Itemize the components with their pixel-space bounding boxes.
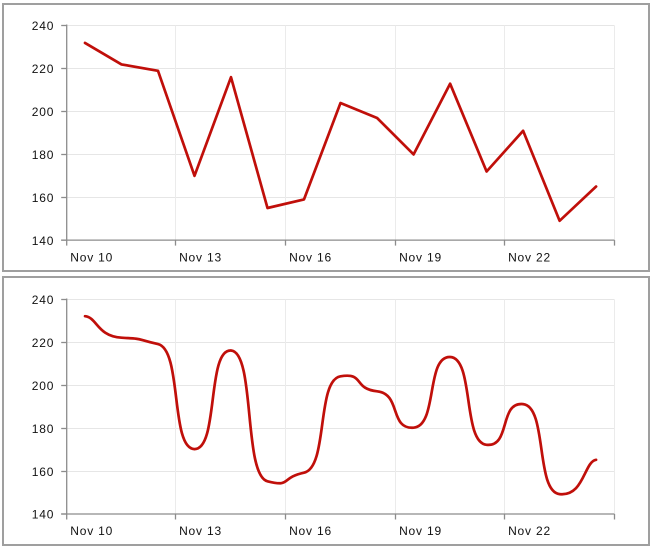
svg-text:Nov 10: Nov 10 — [70, 524, 113, 538]
svg-text:240: 240 — [32, 293, 54, 307]
svg-text:Nov 16: Nov 16 — [289, 250, 332, 264]
svg-text:Nov 13: Nov 13 — [179, 524, 222, 538]
svg-text:140: 140 — [32, 234, 54, 248]
svg-text:Nov 10: Nov 10 — [70, 250, 113, 264]
svg-text:200: 200 — [32, 105, 54, 119]
svg-text:180: 180 — [32, 148, 54, 162]
svg-text:220: 220 — [32, 336, 54, 350]
svg-text:200: 200 — [32, 379, 54, 393]
svg-text:Nov 19: Nov 19 — [399, 524, 442, 538]
svg-text:160: 160 — [32, 465, 54, 479]
svg-text:Nov 22: Nov 22 — [508, 250, 551, 264]
svg-text:160: 160 — [32, 191, 54, 205]
svg-text:Nov 22: Nov 22 — [508, 524, 551, 538]
svg-text:Nov 16: Nov 16 — [289, 524, 332, 538]
svg-text:220: 220 — [32, 62, 54, 76]
svg-text:Nov 19: Nov 19 — [399, 250, 442, 264]
svg-text:180: 180 — [32, 422, 54, 436]
svg-text:240: 240 — [32, 19, 54, 33]
svg-text:140: 140 — [32, 508, 54, 522]
svg-text:Nov 13: Nov 13 — [179, 250, 222, 264]
